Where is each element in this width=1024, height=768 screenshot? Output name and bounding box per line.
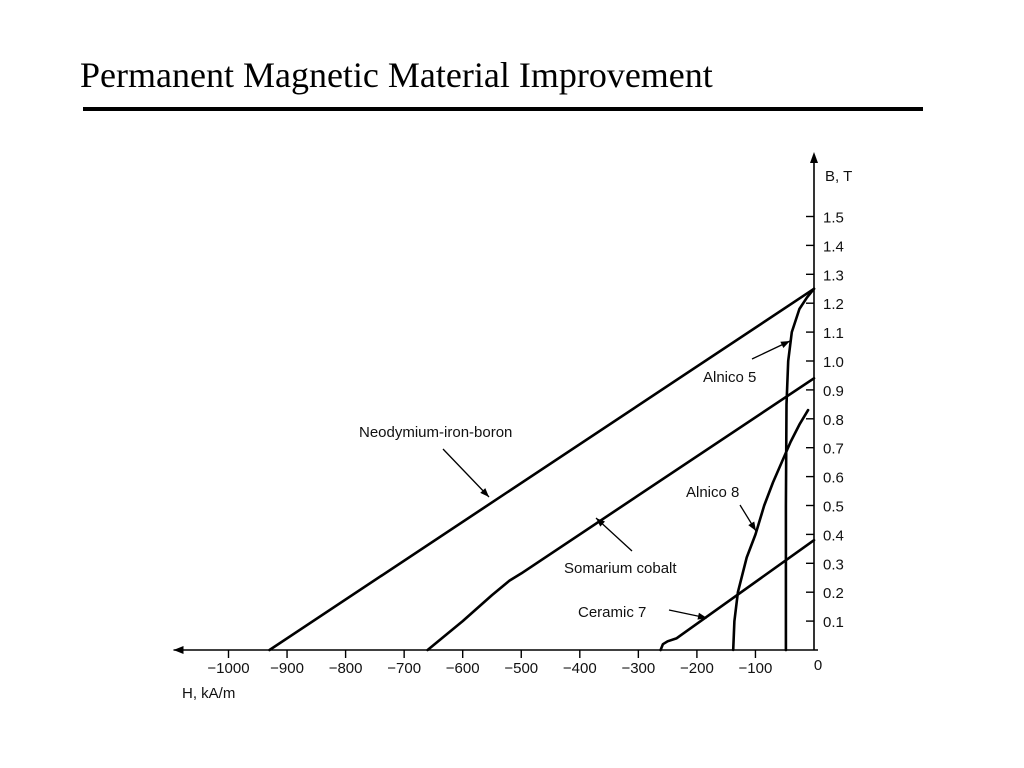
y-tick-label: 0.6: [823, 470, 844, 487]
y-axis-label: B, T: [825, 168, 852, 185]
y-tick-label: 0.5: [823, 499, 844, 516]
tick-labels: −1000 −900 −800 −700 −600 −500 −400 −300 −200 −10…: [207, 210, 843, 678]
tick-marks: [227, 215, 814, 658]
x-tick-label: −600: [446, 660, 480, 677]
curve-somarium-cobalt: [426, 376, 816, 652]
x-tick-label: −400: [563, 660, 597, 677]
x-tick-label: −700: [387, 660, 421, 677]
callout-arrowhead-alnico-8: [748, 521, 756, 531]
axes: [173, 152, 818, 654]
curve-alnico-5: [784, 287, 816, 652]
x-tick-label: −100: [739, 660, 773, 677]
y-tick-label: 1.3: [823, 267, 844, 284]
annotation-alnico-8: Alnico 8: [686, 484, 739, 501]
curve-alnico-8: [731, 408, 810, 652]
x-tick-label: −900: [270, 660, 304, 677]
x-tick-label: −500: [504, 660, 538, 677]
callout-arrowhead-alnico-5: [780, 341, 790, 349]
curves: [268, 287, 816, 652]
y-tick-label: 1.5: [823, 210, 844, 227]
x-tick-label: −300: [621, 660, 655, 677]
x-tick-label: −200: [680, 660, 714, 677]
callout-leader-neodymium: [442, 448, 490, 498]
curve-neodymium-iron-boron: [268, 287, 816, 652]
y-tick-label: 0.2: [823, 585, 844, 602]
y-tick-label: 1.2: [823, 296, 844, 313]
x-axis-arrowhead: [173, 646, 184, 654]
annotation-somarium-cobalt: Somarium cobalt: [564, 560, 677, 577]
callout-arrowhead-ceramic-7: [697, 612, 707, 620]
x-axis-label: H, kA/m: [182, 685, 235, 702]
y-tick-label: 1.4: [823, 238, 844, 255]
title-underline: [83, 107, 923, 111]
callouts: [442, 340, 791, 620]
y-tick-label: 1.1: [823, 325, 844, 342]
y-tick-label: 0.9: [823, 383, 844, 400]
x-tick-label: −800: [329, 660, 363, 677]
y-tick-label: 0.8: [823, 412, 844, 429]
callout-arrowhead-somarium: [596, 518, 605, 527]
y-tick-label: 0.4: [823, 527, 844, 544]
curve-ceramic-7: [659, 538, 816, 652]
y-tick-label: 0.7: [823, 441, 844, 458]
slide-title: Permanent Magnetic Material Improvement: [80, 55, 713, 95]
y-axis-arrowhead: [810, 152, 818, 163]
x-tick-label: 0: [814, 657, 822, 674]
x-tick-label: −1000: [207, 660, 249, 677]
y-tick-label: 0.1: [823, 614, 844, 631]
y-tick-label: 1.0: [823, 354, 844, 371]
y-tick-label: 0.3: [823, 556, 844, 573]
annotation-neodymium-iron-boron: Neodymium-iron-boron: [359, 424, 512, 441]
annotation-ceramic-7: Ceramic 7: [578, 604, 646, 621]
annotation-alnico-5: Alnico 5: [703, 369, 756, 386]
callout-arrowhead-neodymium: [480, 488, 489, 497]
